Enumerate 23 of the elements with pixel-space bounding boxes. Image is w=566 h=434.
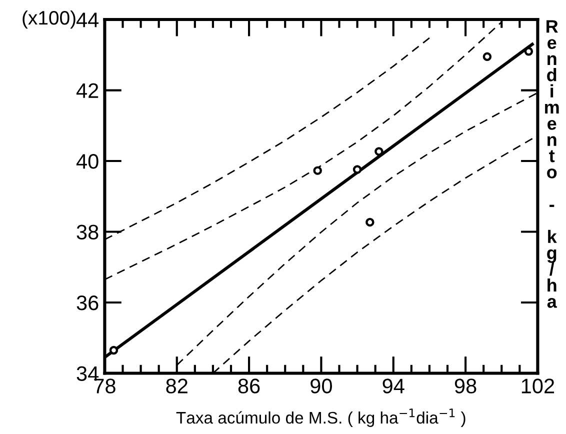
y-tick-label: 34: [76, 366, 99, 381]
x-axis-title: Taxa acúmulo de M.S. ( kg ha$^{−1}$dia$^{−1}$ ): [176, 408, 466, 427]
point: [352, 165, 362, 174]
y-tick-label: 42: [76, 83, 98, 98]
point: [109, 346, 118, 355]
x-tick-label: 78: [94, 378, 116, 394]
x-tick-label: 82: [166, 378, 188, 394]
point: [524, 46, 534, 56]
text: (x100): [22, 10, 76, 29]
point: [313, 166, 322, 175]
x-tick-label: 98: [454, 378, 476, 394]
y-tick-label: 44: [76, 12, 99, 28]
text: Rendimento - kg/ha: [545, 20, 559, 308]
y-tick-label: 36: [76, 296, 98, 310]
x-tick-label: 86: [238, 378, 260, 394]
point: [482, 52, 492, 62]
point: [366, 218, 374, 227]
x-tick-label: 94: [382, 378, 404, 394]
y-tick-label: 38: [76, 224, 98, 240]
point: [374, 147, 384, 156]
x-tick-label: 102: [522, 378, 554, 394]
y-tick-label: 40: [76, 154, 98, 169]
x-tick-label: 90: [310, 378, 332, 394]
